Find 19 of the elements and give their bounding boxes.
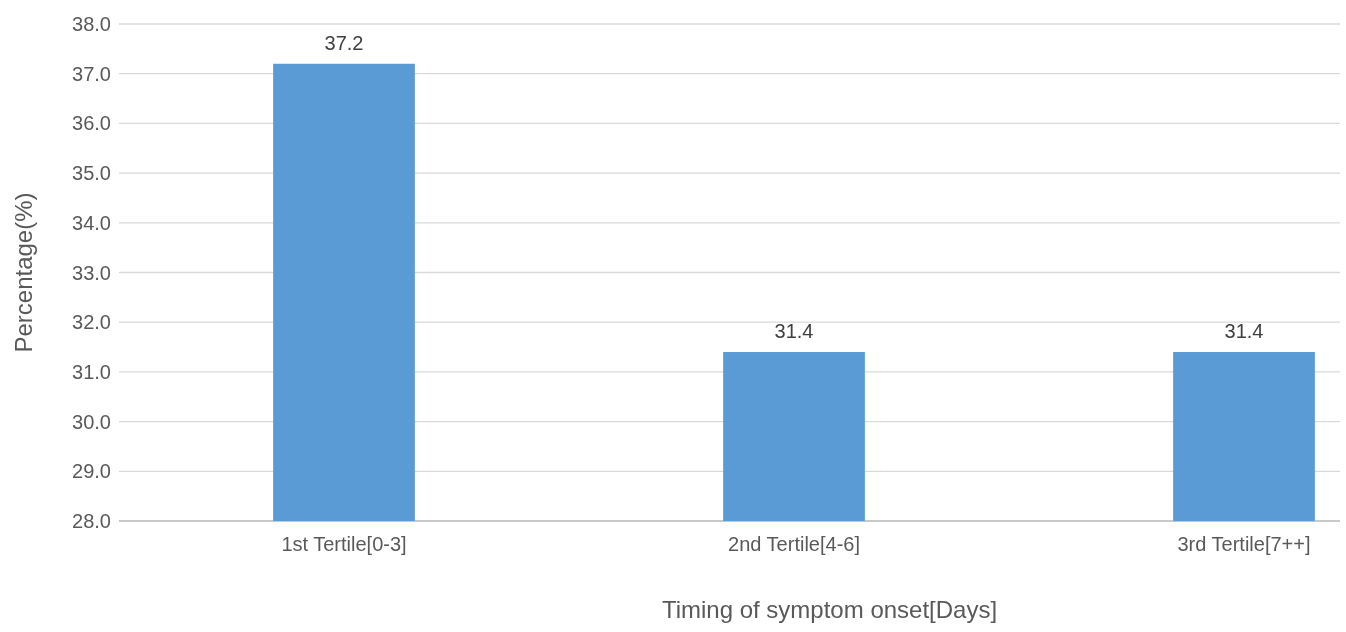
data-label: 37.2: [324, 31, 364, 54]
x-axis-title: Timing of symptom onset[Days]: [661, 596, 998, 623]
data-label: 31.4: [774, 320, 814, 343]
y-tick-label: 36.0: [72, 112, 111, 135]
y-tick-label: 31.0: [72, 360, 111, 383]
y-tick-label: 32.0: [72, 311, 111, 334]
y-tick-label: 33.0: [72, 261, 111, 284]
x-tick-label: 3rd Tertile[7++]: [1177, 533, 1311, 555]
y-tick-label: 34.0: [72, 211, 111, 234]
data-label: 31.4: [1224, 320, 1264, 343]
y-axis-title: Percentage(%): [10, 192, 37, 353]
y-tick-label: 28.0: [72, 510, 111, 532]
x-tick-label: 1st Tertile[0-3]: [281, 533, 407, 555]
y-tick-label: 35.0: [72, 162, 111, 185]
y-tick-label: 37.0: [72, 62, 111, 85]
y-tick-label: 29.0: [72, 460, 111, 483]
x-tick-label: 2nd Tertile[4-6]: [728, 533, 860, 555]
y-tick-label: 30.0: [72, 410, 111, 433]
y-tick-label: 38.0: [72, 13, 111, 35]
